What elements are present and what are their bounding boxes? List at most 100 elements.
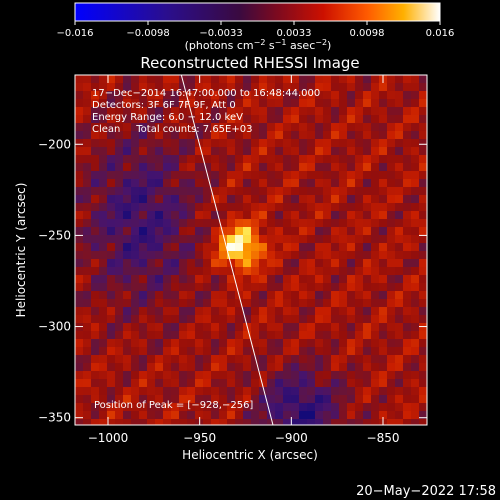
heatmap-cell xyxy=(291,83,299,91)
heatmap-cell xyxy=(363,171,371,179)
heatmap-cell xyxy=(179,243,187,251)
heatmap-cell xyxy=(115,259,123,267)
heatmap-cell xyxy=(387,419,395,425)
heatmap-cell xyxy=(163,147,171,155)
heatmap-cell xyxy=(235,371,243,379)
heatmap-cell xyxy=(371,219,379,227)
heatmap-cell xyxy=(323,339,331,347)
heatmap-cell xyxy=(91,251,99,259)
heatmap-cell xyxy=(291,99,299,107)
heatmap-cell xyxy=(227,307,235,315)
heatmap-cell xyxy=(411,283,419,291)
heatmap-cell xyxy=(107,355,115,363)
heatmap-cell xyxy=(235,123,243,131)
heatmap-cell xyxy=(347,91,355,99)
heatmap-cell xyxy=(115,323,123,331)
heatmap-cell xyxy=(275,139,283,147)
heatmap-cell xyxy=(395,331,403,339)
heatmap-cell xyxy=(323,283,331,291)
heatmap-cell xyxy=(139,123,147,131)
heatmap-cell xyxy=(347,235,355,243)
heatmap-cell xyxy=(203,123,211,131)
heatmap-cell xyxy=(307,139,315,147)
heatmap-cell xyxy=(299,99,307,107)
heatmap-cell xyxy=(267,363,275,371)
heatmap-cell xyxy=(267,115,275,123)
heatmap-cell xyxy=(379,99,387,107)
heatmap-cell xyxy=(403,99,411,107)
heatmap-cell xyxy=(251,259,259,267)
heatmap-cell xyxy=(243,283,251,291)
heatmap-cell xyxy=(419,331,427,339)
heatmap-cell xyxy=(211,91,219,99)
heatmap-cell xyxy=(171,99,179,107)
heatmap-cell xyxy=(171,283,179,291)
heatmap-cell xyxy=(171,387,179,395)
heatmap-cell xyxy=(187,139,195,147)
heatmap-cell xyxy=(411,299,419,307)
heatmap-cell xyxy=(131,155,139,163)
heatmap-cell xyxy=(139,227,147,235)
heatmap-cell xyxy=(123,91,131,99)
heatmap-cell xyxy=(155,403,163,411)
heatmap-cell xyxy=(275,323,283,331)
heatmap-cell xyxy=(163,211,171,219)
heatmap-cell xyxy=(339,339,347,347)
heatmap-cell xyxy=(75,115,83,123)
heatmap-cell xyxy=(195,147,203,155)
heatmap-cell xyxy=(83,363,91,371)
heatmap-cell xyxy=(235,179,243,187)
heatmap-cell xyxy=(291,347,299,355)
heatmap-cell xyxy=(99,179,107,187)
heatmap-cell xyxy=(187,339,195,347)
heatmap-cell xyxy=(195,243,203,251)
heatmap-cell xyxy=(371,227,379,235)
heatmap-cell xyxy=(195,179,203,187)
heatmap-cell xyxy=(107,331,115,339)
heatmap-cell xyxy=(371,187,379,195)
heatmap-cell xyxy=(195,211,203,219)
heatmap-cell xyxy=(99,123,107,131)
heatmap-cell xyxy=(283,299,291,307)
heatmap-cell xyxy=(75,395,83,403)
heatmap-cell xyxy=(155,219,163,227)
heatmap-cell xyxy=(411,195,419,203)
heatmap-cell xyxy=(75,163,83,171)
heatmap-cell xyxy=(155,179,163,187)
heatmap-cell xyxy=(323,83,331,91)
heatmap-cell xyxy=(387,299,395,307)
heatmap-cell xyxy=(83,171,91,179)
heatmap-cell xyxy=(155,331,163,339)
heatmap-cell xyxy=(211,139,219,147)
heatmap-cell xyxy=(251,163,259,171)
heatmap-cell xyxy=(331,227,339,235)
heatmap-cell xyxy=(419,171,427,179)
heatmap-cell xyxy=(227,171,235,179)
heatmap-cell xyxy=(379,251,387,259)
heatmap-cell xyxy=(371,283,379,291)
heatmap-cell xyxy=(331,331,339,339)
heatmap-cell xyxy=(259,139,267,147)
heatmap-cell xyxy=(395,339,403,347)
heatmap-cell xyxy=(283,163,291,171)
y-tick-label: −300 xyxy=(38,320,71,334)
heatmap-cell xyxy=(99,147,107,155)
heatmap-cell xyxy=(131,203,139,211)
heatmap-cell xyxy=(235,75,243,83)
heatmap-cell xyxy=(179,211,187,219)
heatmap-cell xyxy=(275,131,283,139)
heatmap-cell xyxy=(83,395,91,403)
heatmap-cell xyxy=(315,275,323,283)
heatmap-cell xyxy=(243,259,251,267)
heatmap-cell xyxy=(195,115,203,123)
heatmap-cell xyxy=(243,131,251,139)
heatmap-cell xyxy=(355,115,363,123)
heatmap-cell xyxy=(139,347,147,355)
heatmap-cell xyxy=(363,243,371,251)
heatmap-cell xyxy=(419,299,427,307)
heatmap-cell xyxy=(219,331,227,339)
heatmap-cell xyxy=(395,115,403,123)
heatmap-cell xyxy=(411,99,419,107)
heatmap-cell xyxy=(147,171,155,179)
heatmap-cell xyxy=(315,139,323,147)
